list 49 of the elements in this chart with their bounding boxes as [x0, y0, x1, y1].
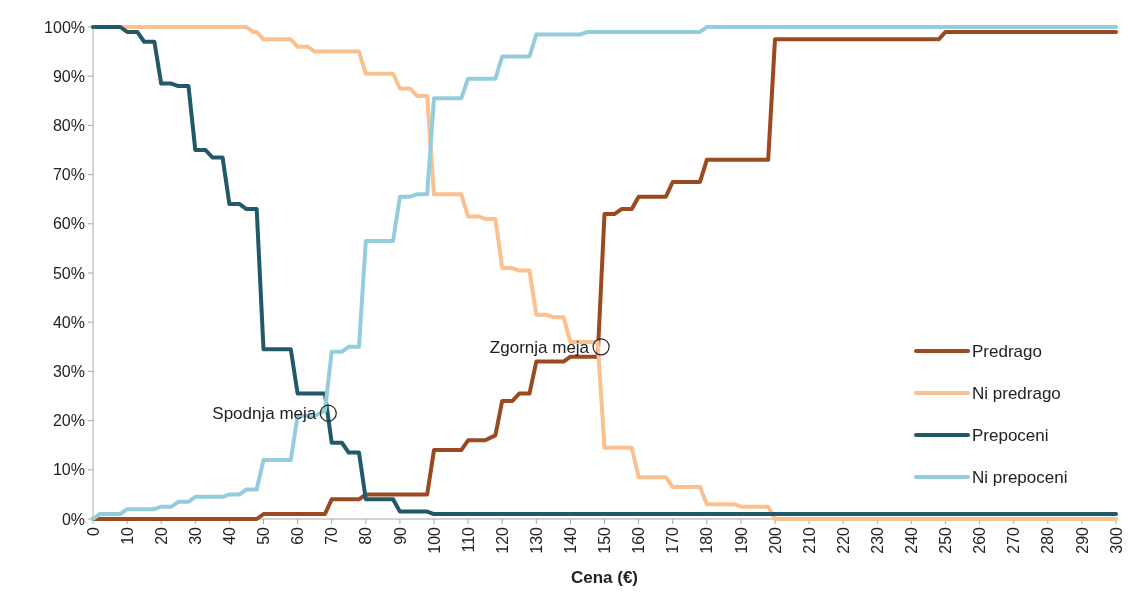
x-tick-label: 70 [323, 526, 341, 545]
x-tick-label: 80 [357, 526, 375, 545]
x-tick-label: 270 [1005, 526, 1023, 554]
legend-label: Ni predrago [972, 383, 1061, 403]
y-tick-label: 40% [52, 313, 85, 331]
x-tick-label: 20 [152, 526, 170, 545]
x-tick-label: 30 [186, 526, 204, 545]
y-tick-label: 0% [61, 510, 85, 528]
x-tick-label: 110 [459, 526, 477, 553]
x-tick-label: 260 [971, 526, 989, 554]
x-tick-label: 290 [1073, 526, 1091, 554]
x-tick-label: 220 [834, 526, 852, 554]
x-tick-label: 240 [903, 526, 920, 554]
x-tick-label: 250 [937, 526, 955, 554]
x-axis-title: Cena (€) [570, 568, 639, 587]
y-tick-label: 100% [44, 18, 85, 36]
y-tick-label: 70% [52, 166, 85, 184]
x-tick-label: 140 [562, 526, 579, 554]
x-tick-label: 230 [868, 526, 886, 554]
y-tick-label: 60% [52, 215, 85, 233]
x-tick-label: 60 [289, 526, 307, 545]
y-tick-label: 30% [52, 363, 85, 380]
legend-label: Ni prepoceni [972, 467, 1068, 487]
legend-label: Predrago [972, 341, 1042, 361]
annotation: Spodnja meja [212, 404, 317, 424]
x-tick-label: 280 [1039, 526, 1057, 554]
annotation: Zgornja meja [489, 337, 590, 357]
x-tick-label: 40 [221, 526, 238, 545]
x-tick-label: 200 [766, 526, 784, 554]
x-tick-label: 170 [664, 526, 682, 554]
legend-label: Prepoceni [972, 425, 1049, 445]
y-tick-label: 80% [52, 117, 85, 134]
x-tick-label: 300 [1107, 526, 1125, 554]
x-tick-label: 150 [596, 526, 614, 554]
x-tick-label: 0 [84, 526, 102, 536]
x-tick-label: 190 [732, 526, 750, 554]
x-tick-label: 130 [527, 526, 545, 554]
y-tick-label: 20% [52, 412, 85, 430]
y-tick-label: 90% [52, 67, 85, 85]
x-tick-label: 50 [255, 526, 273, 545]
y-tick-label: 50% [52, 264, 85, 282]
x-tick-label: 120 [493, 526, 511, 554]
x-tick-label: 90 [391, 526, 409, 545]
y-tick-label: 10% [52, 461, 85, 479]
x-tick-label: 210 [800, 526, 818, 554]
x-tick-label: 180 [698, 526, 716, 554]
x-tick-label: 10 [118, 526, 136, 545]
x-tick-label: 160 [630, 526, 648, 554]
x-tick-label: 100 [425, 526, 443, 554]
